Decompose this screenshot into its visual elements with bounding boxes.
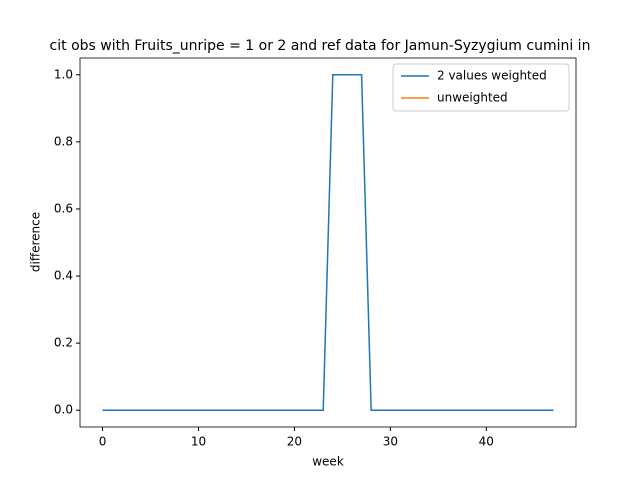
- y-tick-label: 1.0: [54, 67, 73, 81]
- x-tick-label: 40: [479, 435, 494, 449]
- legend-label: unweighted: [437, 91, 508, 105]
- y-axis-label: difference: [29, 212, 43, 272]
- x-axis-label: week: [312, 455, 344, 469]
- line-series: [102, 74, 554, 411]
- y-tick-label: 0.2: [54, 336, 73, 350]
- x-tick-label: 0: [99, 435, 107, 449]
- plot-frame: [79, 57, 577, 428]
- legend-box: [392, 63, 570, 112]
- y-tick-label: 0.4: [54, 269, 73, 283]
- y-tick-label: 0.8: [54, 134, 73, 148]
- x-tick-label: 10: [191, 435, 206, 449]
- y-tick-label: 0.0: [54, 403, 73, 417]
- chart-title: cit obs with Fruits_unripe = 1 or 2 and …: [50, 38, 591, 54]
- x-tick-label: 20: [287, 435, 302, 449]
- y-tick-label: 0.6: [54, 201, 73, 215]
- legend-label: 2 values weighted: [437, 69, 547, 83]
- x-tick-label: 30: [383, 435, 398, 449]
